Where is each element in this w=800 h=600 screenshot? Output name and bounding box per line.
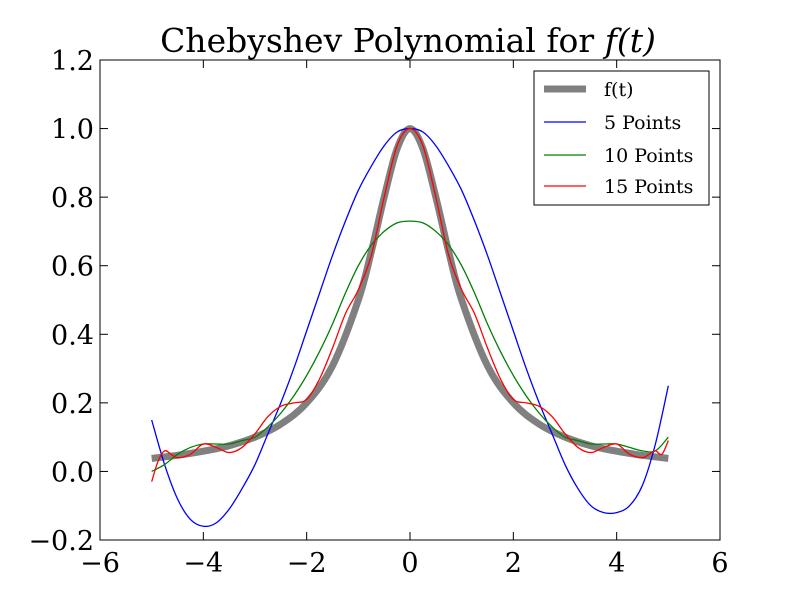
series-layer: [151, 125, 669, 528]
y-tick-label-0: −0.2: [28, 526, 94, 557]
x-tick-label-1: −4: [183, 548, 223, 579]
y-tick-label-3: 0.4: [51, 320, 94, 351]
chart-title: Chebyshev Polynomial for f(t): [160, 21, 656, 60]
x-tick-label-6: 6: [711, 548, 728, 579]
series-line-2: [151, 220, 669, 473]
y-tick-label-2: 0.2: [51, 389, 94, 420]
ticks-layer: −6 −4 −2 0 2 4 6 −0.2 0.0 0.2 0.4 0.6 0.8 1.0 1.2: [28, 46, 728, 579]
legend-label-3: 15 Points: [604, 176, 693, 198]
chart-title-main: Chebyshev Polynomial for: [160, 21, 605, 60]
legend: f(t) 5 Points 10 Points 15 Points: [533, 70, 710, 206]
legend-label-2: 10 Points: [604, 145, 693, 167]
x-tick-label-0: −6: [80, 548, 120, 579]
legend-frame: [533, 70, 710, 206]
chart-title-math: f(t): [602, 21, 656, 60]
legend-label-1: 5 Points: [604, 112, 681, 134]
x-tick-label-4: 2: [505, 548, 522, 579]
series-line-3: [151, 127, 669, 482]
x-tick-label-2: −2: [287, 548, 327, 579]
y-tick-label-6: 1.0: [51, 115, 94, 146]
y-tick-label-7: 1.2: [51, 46, 94, 77]
y-tick-label-4: 0.6: [51, 252, 94, 283]
x-tick-label-5: 4: [608, 548, 625, 579]
y-tick-label-5: 0.8: [51, 183, 94, 214]
legend-label-0: f(t): [604, 79, 634, 101]
x-tick-label-3: 0: [401, 548, 418, 579]
legend-entries: f(t) 5 Points 10 Points 15 Points: [544, 79, 693, 198]
y-tick-label-1: 0.0: [51, 457, 94, 488]
